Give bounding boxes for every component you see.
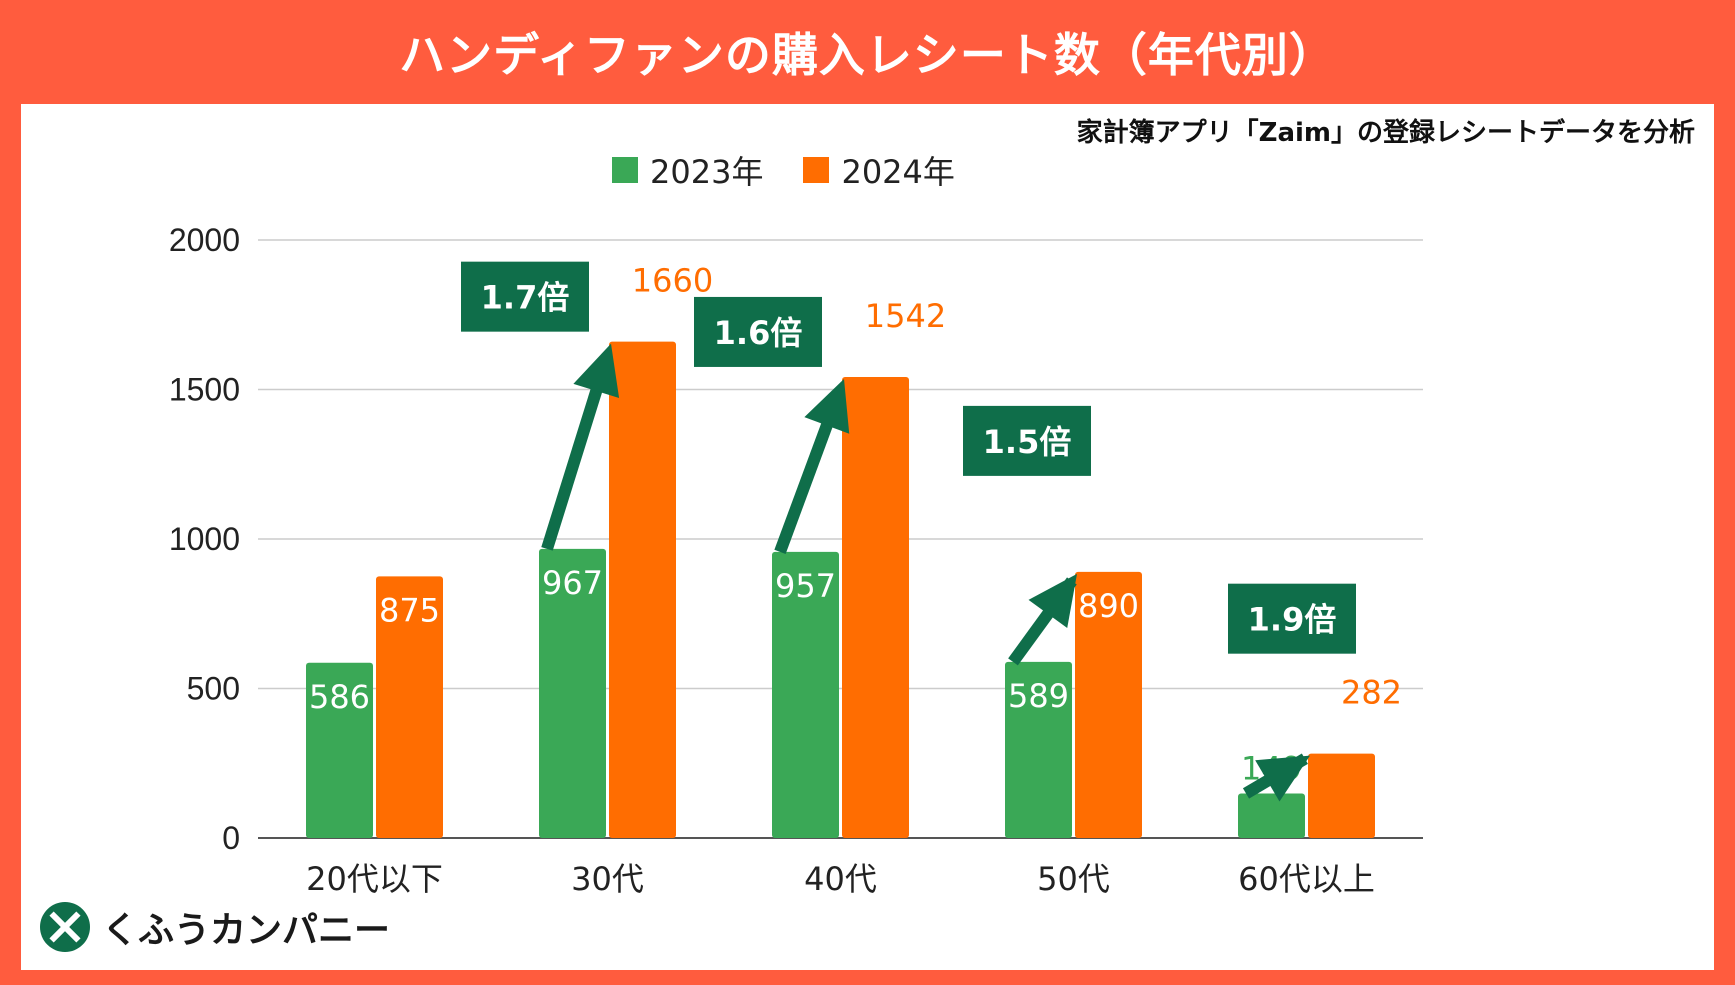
- ratio-box: [694, 296, 822, 367]
- growth-arrow-head-icon: [804, 378, 850, 434]
- bar-2023: [306, 662, 373, 838]
- source-note: 家計簿アプリ「Zaim」の登録レシートデータを分析: [1076, 118, 1695, 148]
- bar-2024: [1075, 571, 1142, 838]
- ratio-label: 1.5倍: [983, 423, 1072, 461]
- x-tick-label: 40代: [804, 860, 877, 898]
- growth-arrow-head-icon: [1255, 755, 1310, 802]
- growth-arrow-head-icon: [1028, 573, 1077, 629]
- company-logo: くふうカンパニー: [40, 900, 390, 954]
- bar-2024: [609, 341, 676, 838]
- ratio-label: 1.7倍: [481, 279, 570, 317]
- data-label-2023: 589: [1008, 677, 1069, 715]
- bar-2023: [539, 548, 606, 838]
- x-tick-label: 50代: [1037, 860, 1110, 898]
- legend-swatch-2023: [612, 157, 638, 183]
- data-label-2024: 1660: [632, 262, 713, 300]
- bar-2024: [1308, 753, 1375, 838]
- growth-arrow-shaft: [541, 358, 612, 551]
- x-tick-label: 30代: [571, 860, 644, 898]
- bar-2024: [376, 576, 443, 838]
- data-label-2024: 282: [1341, 674, 1402, 712]
- legend: 2023年 2024年: [612, 147, 955, 193]
- logo-mark-icon: [40, 902, 90, 952]
- bar-2023: [772, 551, 839, 838]
- ratio-box: [963, 405, 1091, 476]
- y-tick-label: 0: [222, 820, 240, 856]
- legend-item-2023: 2023年: [612, 147, 763, 193]
- ratio-box: [1228, 583, 1356, 654]
- company-name: くふうカンパニー: [102, 910, 391, 951]
- data-label-2024: 875: [379, 591, 440, 629]
- bar-2023: [1005, 661, 1072, 838]
- ratio-box: [461, 261, 589, 332]
- x-tick-label: 60代以上: [1238, 860, 1375, 898]
- data-label-2024: 1542: [865, 297, 946, 335]
- chart-title: ハンディファンの購入レシート数（年代別）: [399, 28, 1336, 82]
- data-label-2024: 890: [1078, 587, 1139, 625]
- y-tick-label: 2000: [169, 222, 240, 258]
- y-tick-label: 1000: [169, 521, 240, 557]
- ratio-label: 1.6倍: [714, 314, 803, 352]
- data-label-2023: 957: [775, 567, 836, 605]
- y-tick-label: 500: [187, 671, 240, 707]
- y-tick-label: 1500: [169, 372, 240, 408]
- legend-item-2024: 2024年: [803, 147, 955, 193]
- x-tick-label: 20代以下: [306, 860, 443, 898]
- bar-2024: [842, 376, 909, 838]
- data-label-2023: 586: [309, 678, 370, 716]
- legend-swatch-2024: [803, 157, 830, 183]
- bar-2023: [1238, 793, 1305, 838]
- data-label-2023: 967: [542, 564, 603, 602]
- ratio-label: 1.9倍: [1248, 601, 1337, 639]
- legend-label-2024: 2024年: [841, 153, 955, 191]
- growth-arrow-head-icon: [573, 343, 620, 399]
- legend-label-2023: 2023年: [650, 153, 764, 191]
